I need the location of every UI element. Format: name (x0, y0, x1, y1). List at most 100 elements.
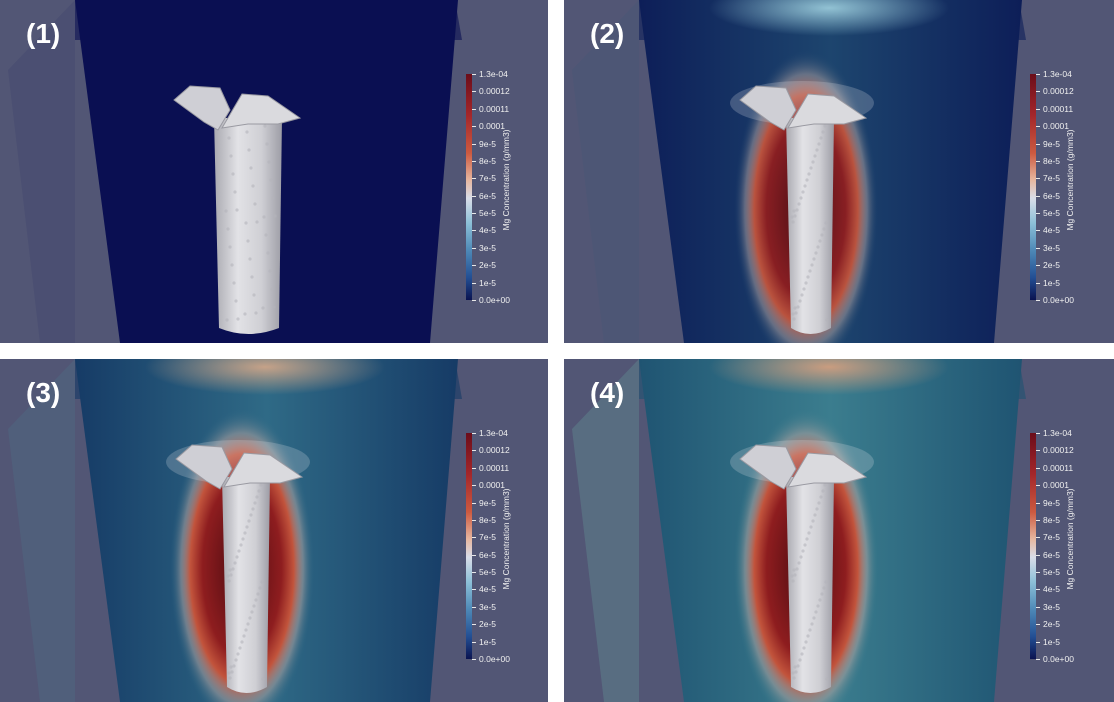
colorbar-tick (472, 178, 476, 180)
colorbar-tick (472, 537, 476, 539)
colorbar-tick (472, 247, 476, 249)
colorbar-tick-label: 3e-5 (1043, 242, 1061, 253)
screw-shaft (786, 118, 834, 334)
colorbar-tick (1036, 554, 1040, 556)
colorbar-tick-label: 1.3e-04 (479, 428, 508, 438)
panel-1: (1) 1.3e-04 0.00012 0.00011 0.0001 9e-5 8e-5 7… (0, 0, 548, 343)
screw-head-right (787, 452, 868, 488)
cylinder-side (8, 0, 75, 343)
colorbar-tick (1036, 433, 1040, 434)
colorbar-gradient (466, 433, 472, 659)
colorbar: 1.3e-04 0.00012 0.00011 0.0001 9e-5 8e-5 7e-5 6… (1030, 69, 1114, 305)
colorbar-tick-label: 0.00011 (479, 103, 510, 114)
colorbar-tick (472, 589, 476, 591)
colorbar-tick (472, 282, 476, 284)
colorbar-tick (1036, 606, 1040, 608)
colorbar-tick-label: 1.3e-04 (479, 69, 508, 79)
colorbar-tick (472, 265, 476, 267)
colorbar-tick-label: 0.00011 (479, 462, 510, 473)
colorbar-tick-label: 5e-5 (479, 567, 497, 578)
colorbar-tick-label: 1e-5 (479, 636, 497, 647)
screw-head-right (221, 93, 302, 129)
colorbar-tick (1036, 213, 1040, 215)
top-glow (709, 0, 949, 36)
colorbar-tick-label: 0.0e+00 (1043, 295, 1074, 305)
colorbar-tick (1036, 74, 1040, 75)
colorbar-tick-label: 7e-5 (479, 173, 497, 184)
colorbar-tick-label: 4e-5 (479, 584, 497, 595)
colorbar-tick (472, 230, 476, 232)
colorbar-gradient (466, 74, 472, 300)
colorbar-tick-label: 8e-5 (1043, 155, 1061, 166)
colorbar-tick (472, 554, 476, 556)
colorbar-tick-label: 0.00012 (1043, 86, 1074, 97)
panel-4: (4) 1.3e-04 0.00012 0.00011 0.0001 9e-5 8e-5 7… (564, 359, 1114, 702)
colorbar-title: Mg Concentration (g/mm3) (501, 129, 511, 231)
colorbar-tick-label: 3e-5 (479, 601, 497, 612)
colorbar-tick-label: 0.00012 (1043, 445, 1074, 456)
colorbar-tick-label: 2e-5 (479, 260, 497, 271)
colorbar-tick (472, 74, 476, 75)
colorbar-tick (472, 502, 476, 504)
screw-head-left (739, 85, 797, 131)
colorbar-title: Mg Concentration (g/mm3) (1065, 129, 1075, 231)
colorbar-tick-label: 0.00011 (1043, 103, 1074, 114)
colorbar-tick (472, 143, 476, 145)
colorbar-tick (472, 126, 476, 128)
colorbar-tick-label: 8e-5 (1043, 514, 1061, 525)
panel-label: (4) (590, 377, 625, 408)
simulation-view (8, 359, 462, 702)
colorbar: 1.3e-04 0.00012 0.00011 0.0001 9e-5 8e-5 7e-5 6… (466, 428, 548, 664)
colorbar-tick (1036, 178, 1040, 180)
screw-shaft (222, 477, 270, 693)
colorbar-tick-label: 9e-5 (479, 138, 497, 149)
colorbar-tick-label: 0.0e+00 (479, 654, 510, 664)
colorbar-tick-label: 3e-5 (1043, 601, 1061, 612)
colorbar-tick (472, 213, 476, 215)
colorbar-tick (472, 433, 476, 434)
colorbar-tick-label: 1e-5 (1043, 277, 1061, 288)
screw-head-right (223, 452, 304, 488)
colorbar-tick (1036, 160, 1040, 162)
colorbar-title: Mg Concentration (g/mm3) (1065, 488, 1075, 590)
colorbar-tick-label: 4e-5 (1043, 225, 1061, 236)
colorbar-tick-label: 8e-5 (479, 514, 497, 525)
colorbar-tick (1036, 108, 1040, 110)
panel-label: (2) (590, 18, 625, 49)
colorbar-gradient (1030, 433, 1036, 659)
colorbar-tick-label: 5e-5 (479, 208, 497, 219)
panel-label: (3) (26, 377, 61, 408)
colorbar-tick-label: 3e-5 (479, 242, 497, 253)
colorbar-tick-label: 6e-5 (479, 190, 497, 201)
colorbar-tick-label: 4e-5 (479, 225, 497, 236)
cylinder-side (8, 359, 75, 702)
colorbar-tick (472, 108, 476, 110)
colorbar-tick-label: 7e-5 (1043, 532, 1061, 543)
colorbar-tick (1036, 624, 1040, 626)
colorbar-tick-label: 6e-5 (479, 549, 497, 560)
colorbar-tick (472, 659, 476, 660)
colorbar-tick (472, 572, 476, 574)
colorbar-tick-label: 0.0001 (479, 480, 505, 491)
panel-label: (1) (26, 18, 61, 49)
colorbar-tick (1036, 659, 1040, 660)
colorbar-tick (472, 91, 476, 93)
colorbar-tick (1036, 485, 1040, 487)
colorbar-tick (1036, 265, 1040, 267)
colorbar-tick (472, 467, 476, 469)
colorbar-tick-label: 6e-5 (1043, 190, 1061, 201)
colorbar-tick-label: 1e-5 (479, 277, 497, 288)
colorbar-tick-label: 9e-5 (1043, 138, 1061, 149)
colorbar-tick (472, 519, 476, 521)
colorbar-tick (472, 450, 476, 452)
colorbar-tick-label: 5e-5 (1043, 208, 1061, 219)
colorbar-tick (472, 641, 476, 643)
colorbar-tick (1036, 502, 1040, 504)
simulation-view (572, 0, 1026, 343)
screw-shaft (786, 477, 834, 693)
colorbar-tick (1036, 143, 1040, 145)
colorbar-tick-label: 7e-5 (479, 532, 497, 543)
colorbar-tick (472, 606, 476, 608)
colorbar-tick (1036, 589, 1040, 591)
colorbar: 1.3e-04 0.00012 0.00011 0.0001 9e-5 8e-5 7e-5 6… (1030, 428, 1114, 664)
